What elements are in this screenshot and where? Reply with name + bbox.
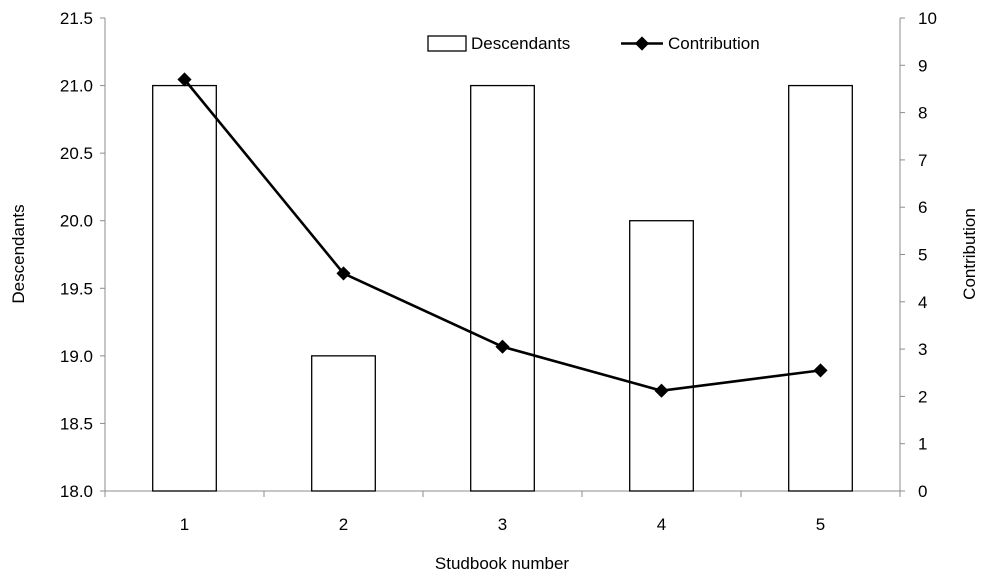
x-axis-title: Studbook number <box>435 554 570 573</box>
line-point <box>336 266 351 281</box>
y2-tick-label: 5 <box>918 246 927 265</box>
y-tick-label: 18.5 <box>60 414 93 433</box>
legend: Descendants Contribution <box>427 34 760 53</box>
y2-tick-label: 6 <box>918 198 927 217</box>
bar <box>470 84 535 492</box>
bar <box>629 220 694 492</box>
legend-bar-swatch <box>427 35 467 52</box>
bar-series <box>152 84 853 492</box>
x-tick-label: 3 <box>498 515 507 534</box>
y-tick-label: 20.5 <box>60 144 93 163</box>
x-tick-label: 5 <box>816 515 825 534</box>
y2-tick-label: 1 <box>918 435 927 454</box>
line-point <box>813 363 828 378</box>
y2-tick-label: 8 <box>918 104 927 123</box>
y2-tick-label: 9 <box>918 56 927 75</box>
y-tick-label: 21.5 <box>60 9 93 28</box>
y2-tick-label: 4 <box>918 293 927 312</box>
y-tick-label: 21.0 <box>60 77 93 96</box>
y-tick-label: 20.0 <box>60 212 93 231</box>
y-axis-title: Descendants <box>9 204 28 303</box>
x-tick-label: 1 <box>180 515 189 534</box>
y-tick-label: 18.0 <box>60 482 93 501</box>
y2-tick-label: 10 <box>918 9 937 28</box>
y2-tick-label: 2 <box>918 387 927 406</box>
legend-label-descendants: Descendants <box>471 34 570 53</box>
line-point <box>654 383 669 398</box>
y-tick-label: 19.0 <box>60 347 93 366</box>
y-tick-label: 19.5 <box>60 279 93 298</box>
line-point <box>495 339 510 354</box>
y2-tick-label: 0 <box>918 482 927 501</box>
y2-tick-label: 7 <box>918 151 927 170</box>
bar <box>311 355 376 492</box>
bar <box>788 84 853 492</box>
y2-tick-label: 3 <box>918 340 927 359</box>
legend-marker <box>634 36 650 51</box>
x-tick-label: 4 <box>657 515 666 534</box>
x-tick-label: 2 <box>339 515 348 534</box>
y2-axis-title: Contribution <box>960 208 979 300</box>
bar <box>152 84 217 492</box>
tick-labels: 18.0 18.5 19.0 19.5 20.0 20.5 21.0 21.5 0 1 2 3 4 5 6 7… <box>60 9 937 534</box>
legend-label-contribution: Contribution <box>668 34 760 53</box>
